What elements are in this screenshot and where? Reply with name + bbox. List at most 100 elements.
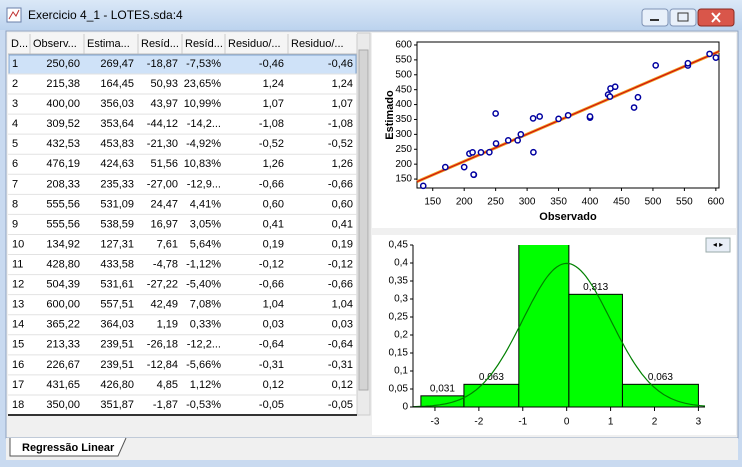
maximize-icon: [677, 12, 689, 22]
cell: 2: [12, 78, 18, 90]
tab-label: Regressão Linear: [22, 442, 115, 454]
cell: 557,51: [100, 299, 134, 311]
scatter-point: [712, 54, 720, 61]
cell: 1: [12, 58, 18, 70]
y-tick-label: 550: [395, 55, 412, 66]
cell: -18,87: [147, 58, 178, 70]
cell: 50,93: [150, 78, 178, 90]
column-header: D...: [11, 38, 28, 50]
cell: 0,33%: [190, 319, 221, 331]
cell: -27,00: [147, 178, 178, 190]
cell: -5,66%: [186, 359, 221, 371]
bar-label: 0,063: [648, 372, 673, 383]
y-tick-label: 250: [395, 144, 412, 155]
x-tick-label: 400: [582, 197, 599, 208]
cell: 8: [12, 198, 18, 210]
maximize-button[interactable]: [669, 8, 697, 27]
title-bar: [0, 0, 742, 30]
cell: -4,92%: [186, 138, 221, 150]
cell: 428,80: [46, 259, 80, 271]
scatter-point: [606, 93, 614, 100]
cell: -7,53%: [186, 58, 221, 70]
cell: 0,41: [263, 218, 284, 230]
x-tick-label: 150: [424, 197, 441, 208]
cell: -0,12: [259, 259, 284, 271]
cell: -0,46: [328, 58, 353, 70]
cell: -0,66: [328, 178, 353, 190]
cell: 215,38: [46, 78, 80, 90]
x-tick-label: 350: [550, 197, 567, 208]
cell: 1,26: [332, 158, 353, 170]
column-header: Estima...: [87, 38, 130, 50]
cell: 531,61: [100, 279, 134, 291]
cell: 476,19: [46, 158, 80, 170]
x-tick-label: 300: [519, 197, 536, 208]
cell: 538,59: [100, 218, 134, 230]
cell: 235,33: [100, 178, 134, 190]
cell: 16,97: [150, 218, 178, 230]
cell: 4: [12, 118, 18, 130]
panel-nav[interactable]: [705, 237, 731, 253]
cell: -1,08: [328, 118, 353, 130]
cell: 364,03: [100, 319, 134, 331]
cell: 11: [12, 259, 23, 271]
y-tick-label: 600: [395, 40, 412, 51]
cell: 51,56: [150, 158, 178, 170]
cell: 453,83: [100, 138, 134, 150]
bar: [463, 383, 520, 407]
cell: -12,9...: [187, 178, 221, 190]
cell: 504,39: [46, 279, 80, 291]
cell: 269,47: [100, 58, 134, 70]
scatter-panel: [372, 33, 736, 228]
cell: 15: [12, 339, 24, 351]
x-tick-label: 1: [608, 417, 614, 428]
scatter-point: [555, 115, 562, 123]
y-tick-label: 300: [395, 129, 412, 140]
cell: 433,58: [100, 259, 134, 271]
x-axis-label: Observado: [539, 211, 597, 223]
cell: -0,66: [259, 279, 284, 291]
cell: -14,2...: [187, 118, 221, 130]
cell: 555,56: [46, 218, 80, 230]
minimize-button[interactable]: [641, 8, 669, 27]
x-tick-label: 600: [708, 197, 725, 208]
cell: 7,08%: [190, 299, 221, 311]
y-axis-label: Estimado: [384, 90, 396, 140]
cell: 16: [12, 359, 24, 371]
scatter-point: [469, 149, 476, 156]
y-tick-label: 500: [395, 69, 412, 80]
cell: 431,65: [46, 379, 80, 391]
scatter-point: [477, 149, 485, 156]
scrollbar-thumb[interactable]: [358, 49, 369, 391]
bars: [420, 245, 699, 407]
cell: -0,05: [259, 399, 284, 411]
cell: -0,64: [259, 339, 284, 351]
y-tick-label: 0,4: [394, 258, 408, 269]
cell: -1,08: [259, 118, 284, 130]
cell: 3: [12, 98, 18, 110]
cell: -0,64: [328, 339, 353, 351]
cell: 1,12%: [190, 379, 221, 391]
column-header: Resíd...: [141, 38, 179, 50]
y-tick-label: 0: [402, 402, 408, 413]
panel-nav-icon: ◂ ▸: [713, 240, 723, 249]
cell: 351,87: [100, 399, 134, 411]
cell: 12: [12, 279, 24, 291]
cell: 6: [12, 158, 18, 170]
cell: 5,64%: [190, 238, 221, 250]
column-header: Resíd...: [185, 38, 223, 50]
cell: 17: [12, 379, 24, 391]
cell: 0,19: [332, 238, 353, 250]
scatter-point: [441, 163, 449, 171]
scatter-point: [470, 171, 477, 178]
tab[interactable]: [9, 437, 127, 457]
cell: 10: [12, 238, 24, 250]
cell: -1,87: [153, 399, 178, 411]
cell: 1,24: [332, 78, 353, 90]
table: [8, 33, 357, 415]
cell: 5: [12, 138, 18, 150]
cell: -0,52: [328, 138, 353, 150]
cell: 1,04: [263, 299, 284, 311]
y-tick-label: 0,35: [389, 276, 409, 287]
cell: -0,31: [328, 359, 353, 371]
